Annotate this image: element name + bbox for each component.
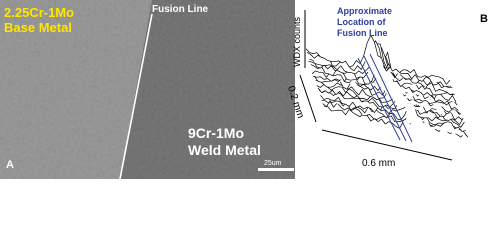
panel-label: A: [6, 159, 14, 171]
annotation: Location of: [337, 17, 386, 27]
panel-label: B: [480, 13, 488, 25]
depth-axis: [299, 74, 317, 123]
annotation: Approximate: [337, 6, 392, 16]
profile-line: [317, 87, 463, 121]
fusion-line: [119, 13, 153, 179]
width-axis: [321, 129, 453, 161]
base-metal-label: Base Metal: [4, 20, 72, 35]
weld-metal-label: 9Cr-1Mo: [188, 125, 244, 141]
micrograph: [0, 0, 295, 179]
profile-line: [320, 95, 465, 128]
fusion-line-label: Fusion Line: [152, 4, 209, 15]
width-label: 0.6 mm: [362, 158, 395, 169]
weld-metal-label: Weld Metal: [188, 142, 261, 158]
y-axis-label: WDX counts: [292, 16, 302, 67]
profile-line: [322, 100, 468, 137]
annotation: Fusion Line: [337, 28, 388, 38]
profile-line: [319, 89, 464, 126]
profile-line: [305, 34, 451, 85]
scale-bar-label: 25um: [264, 160, 282, 167]
base-metal-label: 2.25Cr-1Mo: [4, 5, 74, 20]
figure: 2.25Cr-1Mo Base Metal Fusion Line 9Cr-1M…: [0, 0, 488, 179]
fusion-line-marker: [357, 53, 413, 143]
wdx-surface: [305, 34, 469, 138]
